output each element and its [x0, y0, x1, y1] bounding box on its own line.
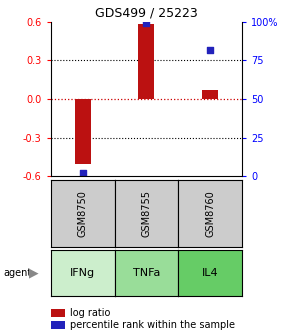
Text: percentile rank within the sample: percentile rank within the sample: [70, 320, 235, 330]
Text: IL4: IL4: [202, 268, 219, 278]
Point: [208, 47, 213, 52]
Text: GSM8755: GSM8755: [142, 190, 151, 237]
Text: log ratio: log ratio: [70, 308, 110, 318]
Point: [144, 20, 149, 25]
Bar: [138, 24, 154, 99]
Point: [80, 171, 85, 176]
Bar: [75, 99, 90, 164]
Text: GSM8750: GSM8750: [78, 190, 88, 237]
Text: IFNg: IFNg: [70, 268, 95, 278]
Text: ▶: ▶: [28, 266, 38, 280]
Title: GDS499 / 25223: GDS499 / 25223: [95, 6, 198, 19]
Text: GSM8760: GSM8760: [205, 190, 215, 237]
Text: TNFa: TNFa: [133, 268, 160, 278]
Text: agent: agent: [3, 268, 31, 278]
Bar: [202, 90, 218, 99]
